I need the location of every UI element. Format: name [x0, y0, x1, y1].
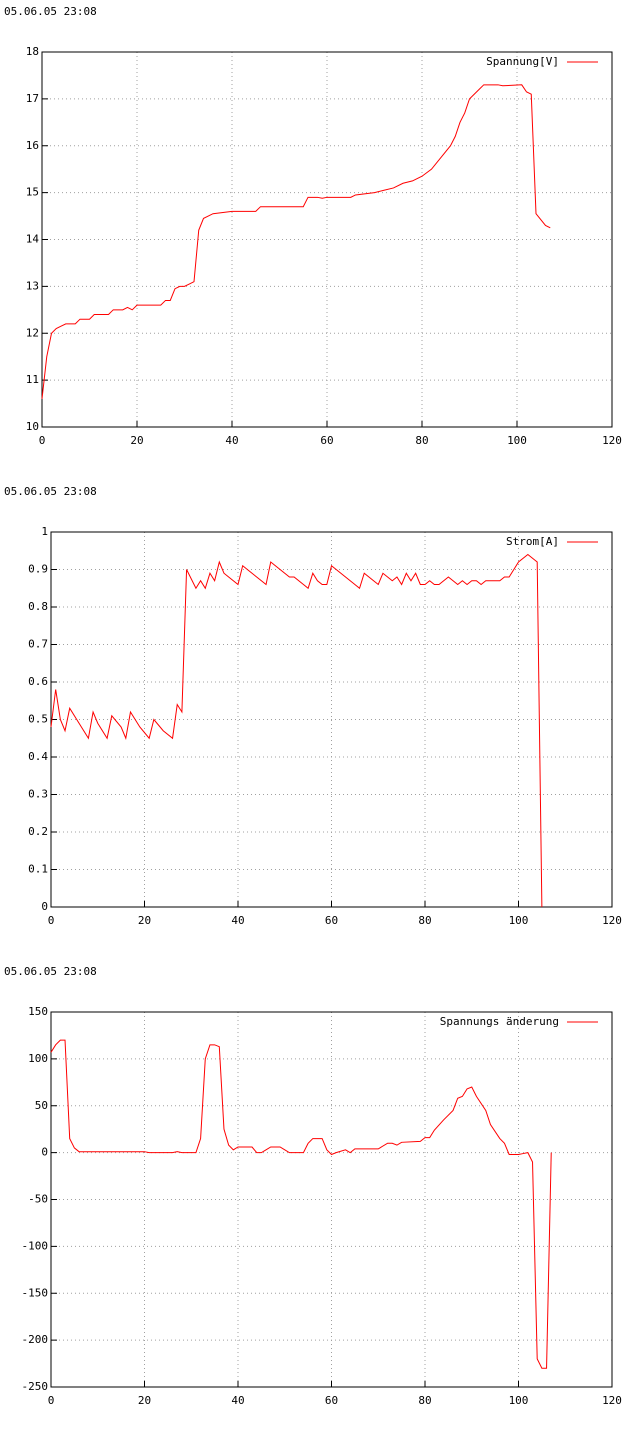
y-tick-label: 0.1: [28, 863, 48, 876]
timestamp: 05.06.05 23:08: [4, 5, 97, 18]
y-tick-label: -250: [22, 1380, 49, 1393]
legend-label: Spannungs änderung: [440, 1015, 559, 1028]
y-tick-label: 11: [26, 373, 39, 386]
plot-frame: [41, 51, 613, 428]
x-tick-label: 0: [48, 914, 55, 927]
y-tick-label: 0.5: [28, 713, 48, 726]
x-tick-label: 60: [320, 434, 333, 447]
x-tick-label: 80: [418, 1394, 431, 1407]
y-tick-label: 0: [41, 1146, 48, 1159]
x-tick-label: 120: [602, 914, 622, 927]
y-tick-label: 13: [26, 279, 39, 292]
x-tick-label: 100: [509, 914, 529, 927]
y-tick-label: 17: [26, 92, 39, 105]
plot-frame: [50, 531, 613, 908]
x-tick-label: 20: [138, 914, 151, 927]
x-tick-label: 20: [138, 1394, 151, 1407]
x-tick-label: 40: [225, 434, 238, 447]
data-line: [50, 553, 543, 908]
x-tick-label: 20: [130, 434, 143, 447]
y-tick-label: 0.7: [28, 638, 48, 651]
x-tick-label: 40: [231, 1394, 244, 1407]
y-tick-label: 0.3: [28, 788, 48, 801]
y-tick-label: 15: [26, 186, 39, 199]
y-tick-label: 0.4: [28, 750, 48, 763]
legend-label: Spannung[V]: [486, 55, 559, 68]
x-tick-label: 80: [418, 914, 431, 927]
y-tick-label: 0.9: [28, 563, 48, 576]
y-tick-label: 150: [28, 1005, 48, 1018]
data-line: [41, 84, 551, 399]
x-tick-label: 60: [325, 1394, 338, 1407]
x-tick-label: 0: [48, 1394, 55, 1407]
y-tick-label: 0.8: [28, 600, 48, 613]
x-tick-label: 0: [39, 434, 46, 447]
x-tick-label: 80: [415, 434, 428, 447]
y-tick-label: 14: [26, 233, 40, 246]
x-tick-label: 120: [602, 434, 622, 447]
y-tick-label: 100: [28, 1052, 48, 1065]
y-tick-label: -150: [22, 1286, 49, 1299]
x-tick-label: 40: [231, 914, 244, 927]
y-tick-label: 50: [35, 1099, 48, 1112]
x-tick-label: 60: [325, 914, 338, 927]
y-tick-label: 0.2: [28, 825, 48, 838]
y-tick-label: 10: [26, 420, 39, 433]
y-tick-label: 16: [26, 139, 39, 152]
y-tick-label: -200: [22, 1333, 49, 1346]
x-tick-label: 120: [602, 1394, 622, 1407]
y-tick-label: 18: [26, 45, 39, 58]
y-tick-label: 0.6: [28, 675, 48, 688]
timestamp: 05.06.05 23:08: [4, 965, 97, 978]
y-tick-label: 0: [41, 900, 48, 913]
y-tick-label: 1: [41, 525, 48, 538]
y-tick-label: -100: [22, 1239, 49, 1252]
x-tick-label: 100: [509, 1394, 529, 1407]
legend-label: Strom[A]: [506, 535, 559, 548]
y-tick-label: 12: [26, 326, 39, 339]
data-line: [50, 1039, 552, 1369]
timestamp: 05.06.05 23:08: [4, 485, 97, 498]
y-tick-label: -50: [28, 1193, 48, 1206]
x-tick-label: 100: [507, 434, 527, 447]
plot-frame: [50, 1011, 613, 1388]
